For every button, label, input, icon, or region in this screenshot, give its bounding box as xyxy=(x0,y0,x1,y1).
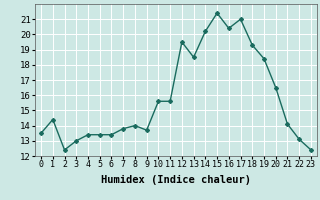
X-axis label: Humidex (Indice chaleur): Humidex (Indice chaleur) xyxy=(101,175,251,185)
